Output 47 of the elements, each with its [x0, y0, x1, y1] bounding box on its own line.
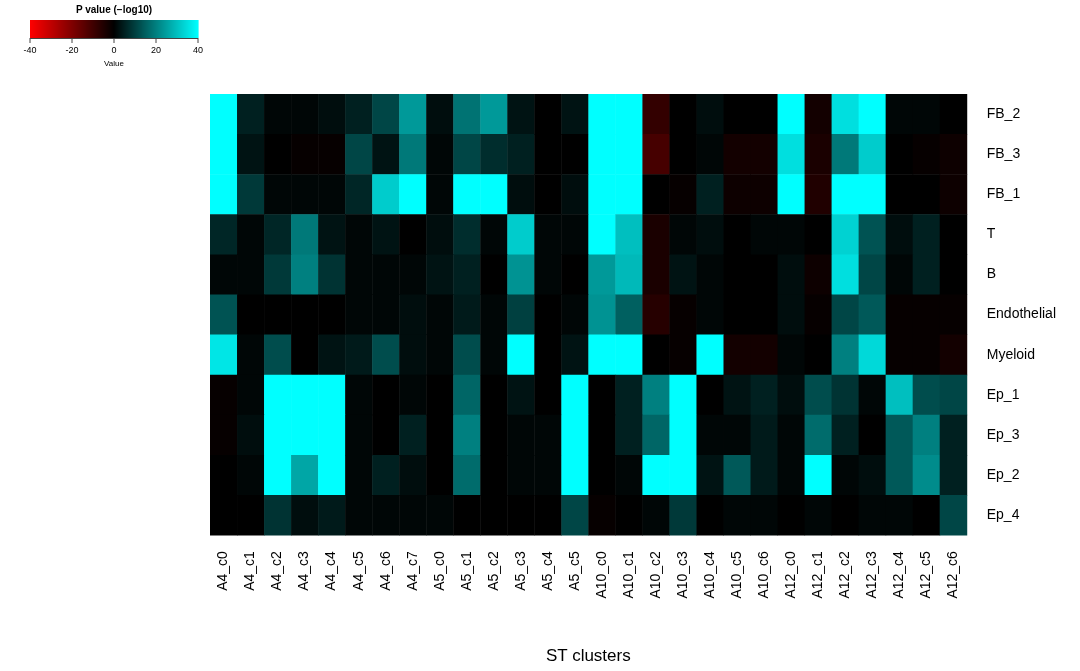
x-tick-label: A10_c2 [646, 550, 663, 599]
y-tick-label: FB_1 [986, 185, 1021, 202]
y-tick-label: Myeloid [986, 345, 1035, 362]
color-bar-label: 40 [192, 44, 204, 55]
x-tick-label: A12_c6 [944, 550, 961, 599]
y-tick-label: T [986, 225, 996, 242]
x-tick-label: A4_c0 [214, 550, 231, 591]
x-tick-label: A10_c0 [592, 550, 609, 599]
y-tick-label: Endothelial [986, 305, 1057, 322]
text: Value [104, 59, 125, 69]
color-bar-title: P value (−log10) [75, 3, 153, 15]
x-tick-label: A12_c4 [890, 550, 907, 599]
color-bar-label: -40 [23, 44, 37, 55]
x-tick-label: A12_c2 [835, 550, 852, 599]
x-axis-title: ST clusters [546, 646, 631, 666]
x-tick-label: A4_c5 [349, 550, 366, 591]
x-tick-label: A5_c3 [511, 550, 528, 591]
y-tick-label: Ep_4 [986, 505, 1020, 522]
x-tick-label: A4_c7 [403, 550, 420, 591]
x-tick-label: A5_c1 [457, 550, 474, 591]
x-tick-label: A5_c4 [538, 550, 555, 591]
x-tick-label: A5_c2 [484, 550, 501, 591]
x-tick-label: A4_c6 [376, 550, 393, 591]
x-tick-label: A10_c3 [673, 550, 690, 599]
x-tick-label: A4_c3 [295, 550, 312, 591]
y-tick-label: Ep_2 [986, 465, 1020, 482]
x-tick-label: A5_c0 [430, 550, 447, 591]
x-tick-label: A12_c0 [781, 550, 798, 599]
x-tick-label: A4_c4 [322, 550, 339, 591]
x-tick-label: A10_c5 [727, 550, 744, 599]
x-tick-label: A4_c1 [241, 550, 258, 591]
y-tick-label: Ep_1 [986, 385, 1020, 402]
x-tick-label: A10_c6 [754, 550, 771, 599]
color-bar-label: 0 [111, 44, 117, 55]
x-tick-label: A5_c5 [565, 550, 582, 591]
x-tick-label: A10_c4 [700, 550, 717, 599]
x-tick-label: A12_c1 [808, 550, 825, 599]
y-tick-label: B [986, 265, 997, 282]
x-tick-label: A12_c3 [862, 550, 879, 599]
y-tick-label: Ep_3 [986, 425, 1020, 442]
color-bar-label: -20 [65, 44, 79, 55]
color-bar-label: 20 [150, 44, 162, 55]
x-tick-label: A12_c5 [917, 550, 934, 599]
x-tick-label: A4_c2 [268, 550, 285, 591]
x-tick-label: A10_c1 [619, 550, 636, 599]
y-tick-label: FB_3 [986, 145, 1021, 162]
y-tick-label: FB_2 [986, 104, 1021, 121]
